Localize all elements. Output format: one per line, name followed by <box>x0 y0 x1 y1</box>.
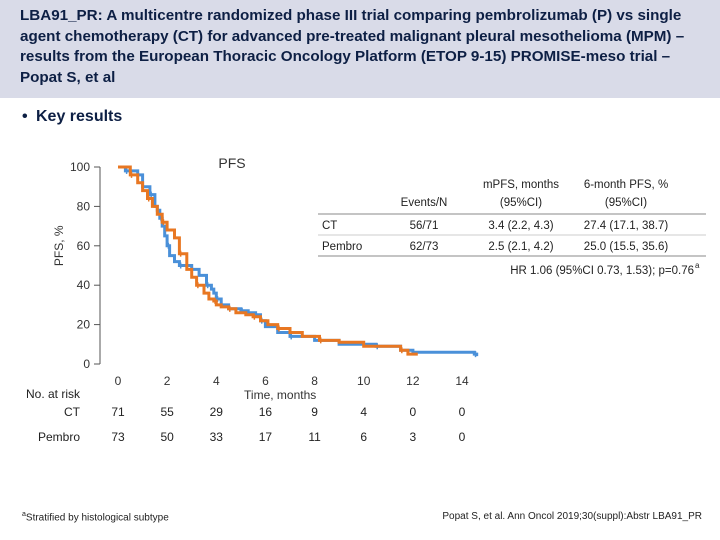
series-layer <box>118 165 479 358</box>
y-tick-label: 100 <box>70 160 90 174</box>
footnote-marker: a <box>22 511 26 518</box>
x-tick-label: 4 <box>213 374 220 388</box>
bullet-dot-icon: • <box>22 108 28 125</box>
risk-value: 55 <box>160 405 174 419</box>
table-cell: 27.4 (17.1, 38.7) <box>584 220 669 232</box>
risk-value: 0 <box>459 405 466 419</box>
y-tick-label: 0 <box>83 357 90 371</box>
slide-title: LBA91_PR: A multicentre randomized phase… <box>20 7 685 86</box>
table-header-events: Events/N <box>401 197 448 209</box>
chart-axes <box>94 166 706 365</box>
x-tick-label: 14 <box>455 374 469 388</box>
y-axis-label: PFS, % <box>52 225 66 266</box>
bullet-label: Key results <box>36 108 123 125</box>
risk-value: 17 <box>259 430 273 444</box>
table-cell: 3.4 (2.2, 4.3) <box>488 220 553 232</box>
table-row-label: Pembro <box>322 241 362 253</box>
risk-table-title: No. at risk <box>26 387 81 401</box>
bullet-key-results: • Key results <box>22 108 122 126</box>
risk-value: 0 <box>459 430 466 444</box>
risk-row-label: CT <box>64 405 81 419</box>
risk-value: 73 <box>111 430 125 444</box>
table-header-6m-ci: (95%CI) <box>605 197 647 209</box>
risk-value: 11 <box>308 430 321 444</box>
risk-row-label: Pembro <box>38 430 80 444</box>
risk-value: 0 <box>410 405 417 419</box>
table-header-6m: 6-month PFS, % <box>584 179 668 191</box>
y-tick-label: 60 <box>77 239 91 253</box>
y-tick-label: 20 <box>77 318 91 332</box>
hr-text: HR 1.06 (95%CI 0.73, 1.53); p=0.76 <box>510 265 694 277</box>
x-tick-label: 6 <box>262 374 269 388</box>
risk-value: 6 <box>360 430 367 444</box>
risk-value: 33 <box>210 430 224 444</box>
risk-value: 9 <box>311 405 318 419</box>
pembro-series-line <box>118 165 418 356</box>
x-axis-label: Time, months <box>244 388 316 402</box>
citation: Popat S, et al. Ann Oncol 2019;30(suppl)… <box>442 511 702 522</box>
table-cell: 2.5 (2.1, 4.2) <box>488 241 553 253</box>
table-cell: 62/73 <box>410 241 439 253</box>
x-tick-label: 12 <box>406 374 420 388</box>
x-tick-label: 2 <box>164 374 171 388</box>
chart-title: PFS <box>218 155 245 171</box>
risk-value: 29 <box>210 405 224 419</box>
x-tick-label: 0 <box>115 374 122 388</box>
x-tick-label: 8 <box>311 374 318 388</box>
ct-series-line <box>118 165 479 357</box>
table-cell: 25.0 (15.5, 35.6) <box>584 241 669 253</box>
y-tick-label: 80 <box>77 199 91 213</box>
table-header-mpfs: mPFS, months <box>483 179 559 191</box>
risk-value: 3 <box>410 430 417 444</box>
risk-value: 50 <box>160 430 174 444</box>
table-cell: 56/71 <box>410 220 439 232</box>
y-tick-label: 40 <box>77 278 91 292</box>
x-tick-label: 10 <box>357 374 371 388</box>
risk-value: 16 <box>259 405 273 419</box>
risk-value: 4 <box>360 405 367 419</box>
table-row-label: CT <box>322 220 337 232</box>
hr-marker: a <box>695 261 700 270</box>
table-header-mpfs-ci: (95%CI) <box>500 197 542 209</box>
footnote-text: Stratified by histological subtype <box>25 512 169 524</box>
footnote: aStratified by histological subtype <box>22 511 169 523</box>
title-bar: LBA91_PR: A multicentre randomized phase… <box>0 0 720 98</box>
risk-value: 71 <box>111 405 125 419</box>
